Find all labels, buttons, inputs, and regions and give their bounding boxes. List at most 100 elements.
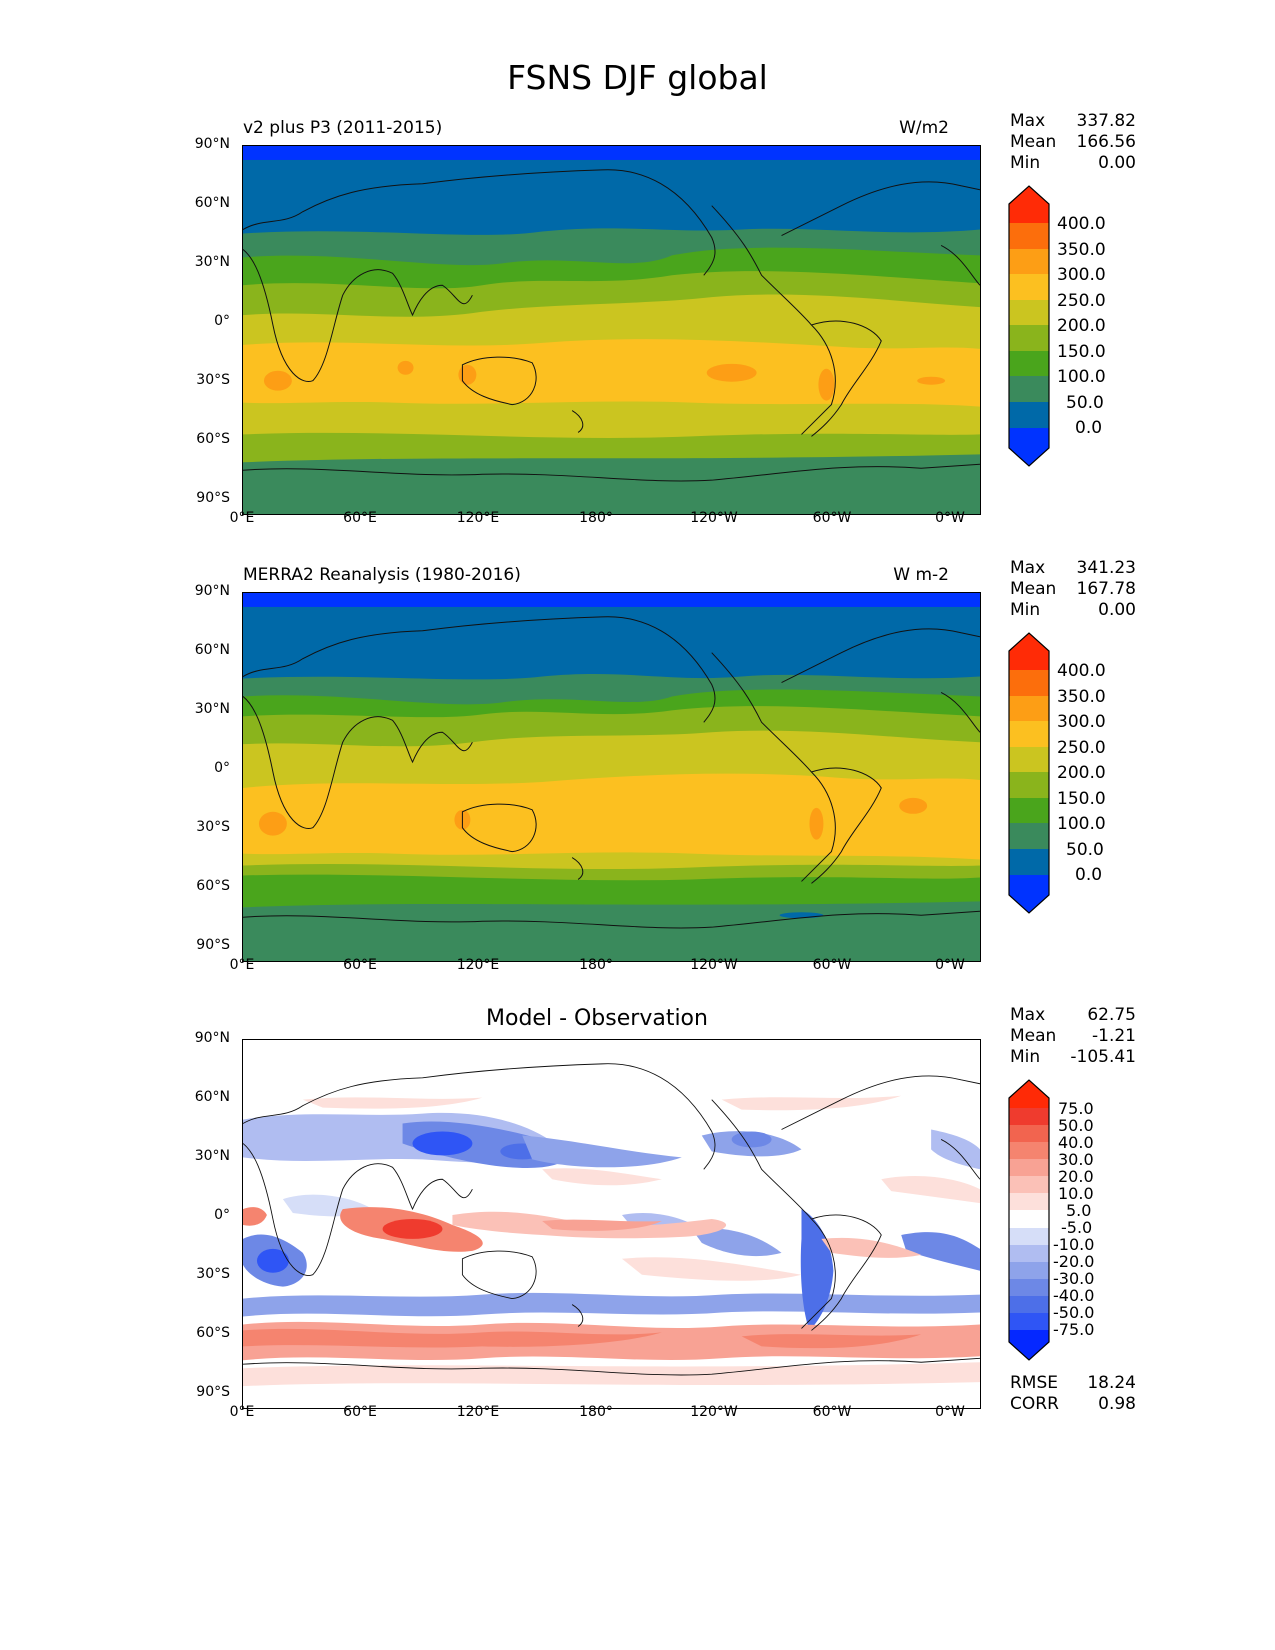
panel3-colorbar <box>1008 1078 1050 1362</box>
panel1-stat-min: Min 0.00 <box>1010 153 1136 173</box>
panel3-lat-tick: 60°N <box>194 1089 230 1105</box>
panel3-lat-tick: 30°N <box>194 1148 230 1164</box>
panel3-lat-tick: 30°S <box>196 1266 230 1282</box>
panel3-lat-tick: 90°S <box>196 1384 230 1400</box>
panel3-lat-tick: 60°S <box>196 1325 230 1341</box>
panel2-cbar-label: 300.0 <box>1057 712 1106 732</box>
panel3-metric-rmse: RMSE 18.24 <box>1010 1373 1136 1393</box>
panel3-lon-tick: 120°E <box>456 1404 500 1420</box>
panel1-lon-tick: 0°E <box>229 510 255 526</box>
panel1-colorbar <box>1008 184 1050 468</box>
panel3-cbar-label: 5.0 <box>1066 1201 1092 1220</box>
panel2-lon-tick: 120°W <box>690 957 738 973</box>
panel1-lon-tick: 120°W <box>690 510 738 526</box>
panel2-cbar-label: 250.0 <box>1057 738 1106 758</box>
panel2-colorbar <box>1008 631 1050 915</box>
panel3-lon-tick: 60°E <box>343 1404 377 1420</box>
panel2-cbar-label: 0.0 <box>1075 865 1103 885</box>
panel1-cbar-label: 300.0 <box>1057 265 1106 285</box>
panel1-cbar-label: 100.0 <box>1057 367 1106 387</box>
panel3-cbar-label: -10.0 <box>1053 1235 1095 1254</box>
panel2-title: MERRA2 Reanalysis (1980-2016) <box>243 565 521 585</box>
panel3-lon-tick: 0°E <box>229 1404 255 1420</box>
panel1-units: W/m2 <box>899 118 949 138</box>
panel2-stat-mean: Mean 167.78 <box>1010 579 1136 599</box>
panel2-units: W m-2 <box>893 565 949 585</box>
panel2-lon-tick: 60°E <box>343 957 377 973</box>
panel3-cbar-label: -40.0 <box>1053 1286 1095 1305</box>
panel1-cbar-label: 250.0 <box>1057 291 1106 311</box>
panel1-lon-tick: 60°E <box>343 510 377 526</box>
panel3-cbar-label: -5.0 <box>1061 1218 1093 1237</box>
panel1-cbar-label: 200.0 <box>1057 316 1106 336</box>
panel2-lat-tick: 90°N <box>194 583 230 599</box>
panel2-map <box>242 592 981 962</box>
panel1-lat-tick: 60°N <box>194 195 230 211</box>
panel3-map <box>242 1039 981 1409</box>
panel1-cbar-label: 400.0 <box>1057 214 1106 234</box>
panel3-stat-max: Max 62.75 <box>1010 1005 1136 1025</box>
panel1-cbar-label: 350.0 <box>1057 240 1106 260</box>
panel2-lon-tick: 0°W <box>935 957 965 973</box>
panel3-cbar-label: 50.0 <box>1058 1116 1094 1135</box>
panel3-lon-tick: 120°W <box>690 1404 738 1420</box>
panel2-lat-tick: 30°S <box>196 819 230 835</box>
panel2-lat-tick: 30°N <box>194 701 230 717</box>
panel1-stat-mean: Mean 166.56 <box>1010 132 1136 152</box>
panel2-lat-tick: 60°N <box>194 642 230 658</box>
panel1-lat-tick: 30°N <box>194 254 230 270</box>
panel2-lat-tick: 0° <box>214 760 230 776</box>
panel1-lat-tick: 60°S <box>196 431 230 447</box>
panel2-cbar-label: 50.0 <box>1066 840 1104 860</box>
panel3-cbar-label: -75.0 <box>1053 1320 1095 1339</box>
panel3-lon-tick: 180° <box>579 1404 613 1420</box>
panel2-cbar-label: 150.0 <box>1057 789 1106 809</box>
panel1-cbar-label: 0.0 <box>1075 418 1103 438</box>
panel1-lat-tick: 30°S <box>196 372 230 388</box>
panel3-cbar-label: 30.0 <box>1058 1150 1094 1169</box>
panel3-stat-min: Min -105.41 <box>1010 1047 1136 1067</box>
panel2-map-plot <box>243 593 980 961</box>
panel1-cbar-label: 50.0 <box>1066 393 1104 413</box>
panel1-lon-tick: 180° <box>579 510 613 526</box>
panel2-cbar-label: 400.0 <box>1057 661 1106 681</box>
panel2-lon-tick: 60°W <box>812 957 852 973</box>
panel3-cbar-label: -50.0 <box>1053 1303 1095 1322</box>
panel3-stat-mean: Mean -1.21 <box>1010 1026 1136 1046</box>
panel3-cbar-label: 75.0 <box>1058 1099 1094 1118</box>
panel1-lat-tick: 0° <box>214 313 230 329</box>
panel2-cbar-label: 200.0 <box>1057 763 1106 783</box>
figure-title: FSNS DJF global <box>507 58 768 97</box>
panel3-cbar-label: -30.0 <box>1053 1269 1095 1288</box>
panel3-lat-tick: 90°N <box>194 1030 230 1046</box>
panel1-lat-tick: 90°S <box>196 490 230 506</box>
panel2-stat-max: Max 341.23 <box>1010 558 1136 578</box>
panel2-lon-tick: 180° <box>579 957 613 973</box>
panel1-stat-max: Max 337.82 <box>1010 111 1136 131</box>
panel2-lon-tick: 120°E <box>456 957 500 973</box>
panel3-cbar-label: 20.0 <box>1058 1167 1094 1186</box>
panel2-cbar-label: 350.0 <box>1057 687 1106 707</box>
panel3-title: Model - Observation <box>486 1006 708 1031</box>
panel1-lon-tick: 0°W <box>935 510 965 526</box>
panel3-map-plot <box>243 1040 980 1408</box>
panel1-lon-tick: 60°W <box>812 510 852 526</box>
panel2-stat-min: Min 0.00 <box>1010 600 1136 620</box>
panel3-lat-tick: 0° <box>214 1207 230 1223</box>
panel2-cbar-label: 100.0 <box>1057 814 1106 834</box>
panel1-map-plot <box>243 146 980 514</box>
panel3-metric-corr: CORR 0.98 <box>1010 1394 1136 1414</box>
panel3-lon-tick: 0°W <box>935 1404 965 1420</box>
panel2-lat-tick: 90°S <box>196 937 230 953</box>
panel1-map <box>242 145 981 515</box>
panel2-lon-tick: 0°E <box>229 957 255 973</box>
panel3-cbar-label: 40.0 <box>1058 1133 1094 1152</box>
panel1-title: v2 plus P3 (2011-2015) <box>243 118 443 138</box>
panel3-cbar-label: -20.0 <box>1053 1252 1095 1271</box>
panel3-lon-tick: 60°W <box>812 1404 852 1420</box>
panel1-cbar-label: 150.0 <box>1057 342 1106 362</box>
panel2-lat-tick: 60°S <box>196 878 230 894</box>
panel1-lat-tick: 90°N <box>194 136 230 152</box>
panel1-lon-tick: 120°E <box>456 510 500 526</box>
panel3-cbar-label: 10.0 <box>1058 1184 1094 1203</box>
